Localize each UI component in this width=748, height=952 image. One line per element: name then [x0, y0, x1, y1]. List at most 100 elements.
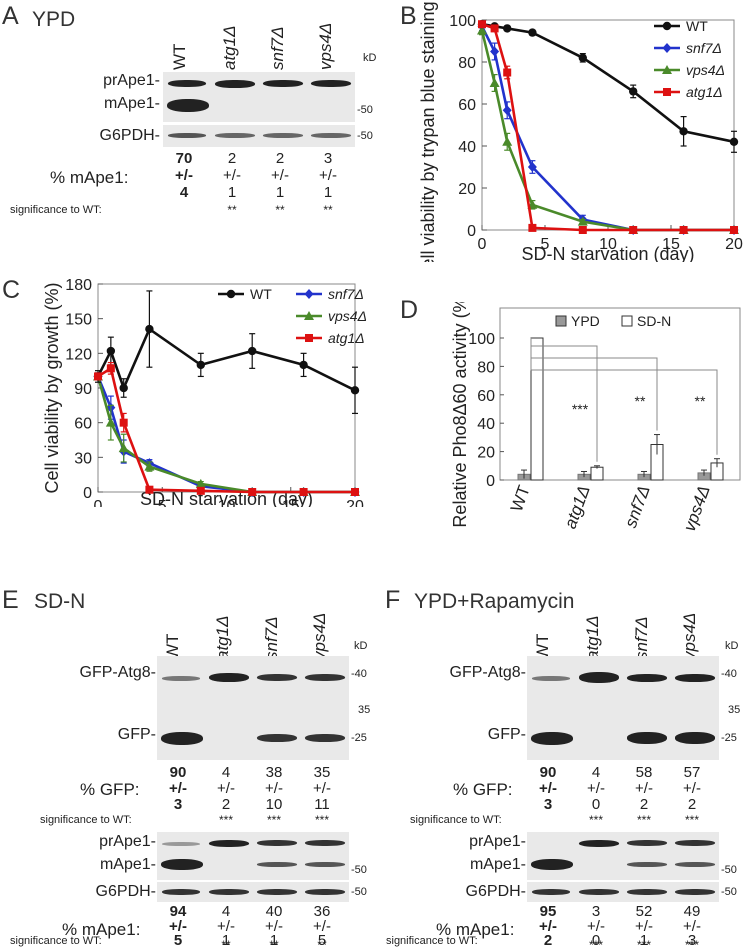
bar-sd-n — [530, 337, 544, 481]
blot-gfp — [527, 656, 719, 760]
legend-marker — [304, 311, 314, 320]
quant-value: 40 — [265, 903, 283, 920]
quant-value: 90 — [539, 764, 557, 781]
quant-error: 3 — [687, 932, 697, 949]
significance-label: significance to WT: — [40, 814, 132, 826]
bracket-line — [530, 338, 718, 455]
y-tick-label: 80 — [477, 359, 495, 376]
quant-value: 4 — [591, 764, 601, 781]
quant-error: 1 — [323, 184, 333, 201]
series-line — [97, 366, 355, 494]
x-tick-label: 5 — [541, 236, 550, 253]
significance-stars: ** — [227, 203, 237, 217]
quant-value: 2 — [275, 150, 285, 167]
marker-25: -25 — [721, 732, 737, 744]
quant-error: 1 — [269, 932, 279, 949]
series-snf7 — [93, 371, 360, 497]
x-tick-label: 0 — [478, 236, 487, 253]
kd-label: kD — [363, 52, 377, 64]
quant-error: 10 — [265, 796, 283, 813]
data-point — [729, 137, 739, 146]
data-point — [196, 360, 205, 370]
quant-error: 3 — [543, 796, 553, 813]
lane-label-wt: WT — [170, 43, 189, 70]
quant-error: 2 — [543, 932, 553, 949]
row-label-mape1: mApe1- — [469, 856, 526, 873]
significance-stars: ** — [269, 938, 279, 952]
legend-entry: vps4Δ — [654, 62, 725, 78]
plus-minus: +/- — [265, 918, 283, 935]
x-tick-label: atg1Δ — [561, 483, 594, 531]
legend-entry: WT — [218, 286, 272, 302]
row-label-prape1: prApe1- — [469, 833, 526, 850]
data-point — [145, 324, 154, 334]
bar-ypd — [517, 469, 531, 481]
quant-value: 49 — [683, 903, 701, 920]
lane-label-vps4: vps4Δ — [680, 612, 699, 660]
data-point — [248, 488, 257, 496]
series-vps4 — [93, 371, 360, 496]
legend-marker — [663, 88, 671, 96]
x-axis-label: SD-N starvation (day) — [140, 489, 313, 507]
bar — [590, 466, 604, 481]
data-point — [578, 53, 587, 62]
quant-label: % GFP: — [453, 780, 513, 799]
marker-40: -40 — [721, 668, 737, 680]
significance-stars: *** — [636, 938, 651, 952]
quant-error: 1 — [227, 184, 237, 201]
data-point — [351, 488, 359, 496]
significance-stars: *** — [588, 813, 603, 827]
panel-c-letter: C — [2, 276, 21, 304]
y-tick-label: 40 — [477, 416, 495, 433]
legend-label: snf7Δ — [328, 286, 364, 302]
x-tick-label: WT — [507, 483, 534, 514]
quant-value: 3 — [323, 150, 333, 167]
significance-stars: ** — [317, 938, 327, 952]
row-label-gfp-atg8: GFP-Atg8- — [79, 664, 156, 681]
quant-value: 94 — [169, 903, 187, 920]
bar-sd-n — [650, 434, 664, 481]
x-tick-label: vps4Δ — [680, 483, 714, 534]
row-label-mape1: mApe1- — [103, 95, 160, 112]
data-point — [629, 87, 638, 96]
panel-b-letter: B — [400, 2, 417, 30]
legend-swatch — [555, 315, 567, 327]
y-tick-label: 120 — [65, 346, 92, 363]
quant-value: 3 — [591, 903, 601, 920]
y-axis-label: Cell viability by growth (%) — [42, 282, 62, 493]
significance-stars: *** — [684, 813, 699, 827]
data-point — [119, 383, 128, 393]
data-point — [490, 46, 500, 57]
panel-a-letter: A — [2, 2, 19, 30]
y-tick-label: 0 — [467, 223, 476, 240]
legend-label: WT — [686, 18, 708, 34]
series-line — [96, 375, 355, 494]
legend-entry: vps4Δ — [296, 308, 367, 324]
x-tick-label: 15 — [662, 236, 680, 253]
row-label-mape1: mApe1- — [99, 856, 156, 873]
plus-minus: +/- — [169, 918, 187, 935]
significance-bracket: ** — [530, 338, 718, 455]
marker-50: -50 — [357, 104, 373, 116]
data-point — [144, 461, 155, 471]
legend-entry: YPD — [555, 313, 600, 329]
blot-ape1 — [163, 72, 355, 122]
y-tick-label: 20 — [458, 181, 476, 198]
bar-ypd — [697, 469, 711, 481]
data-point — [106, 364, 115, 373]
legend-marker — [304, 289, 314, 299]
quant-error: 4 — [179, 184, 189, 201]
significance-stars: *** — [636, 813, 651, 827]
data-point — [503, 24, 512, 33]
plus-minus: +/- — [587, 780, 605, 797]
legend-label: vps4Δ — [686, 62, 725, 78]
plus-minus: +/- — [587, 918, 605, 935]
plus-minus: +/- — [635, 780, 653, 797]
quant-value: 95 — [539, 903, 557, 920]
plus-minus: +/- — [313, 918, 331, 935]
legend-entry: atg1Δ — [654, 84, 723, 100]
lane-label-snf7: snf7Δ — [632, 616, 651, 660]
quant-label: % mApe1: — [436, 920, 515, 939]
data-point — [578, 226, 587, 234]
